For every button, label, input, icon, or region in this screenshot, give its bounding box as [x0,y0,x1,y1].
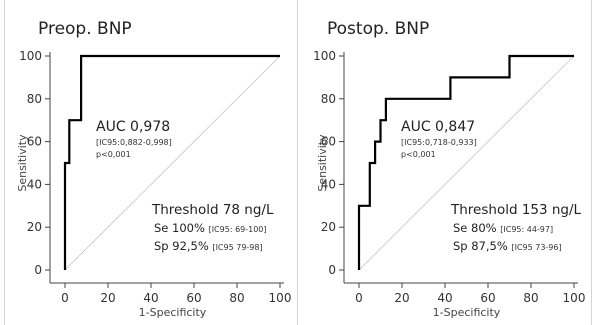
x-tick-label: 100 [563,291,586,305]
right-frame-border [298,0,592,325]
x-tick-label: 20 [394,291,409,305]
sensitivity-label: Se 100% [IC95: 69-100] [154,221,267,235]
y-tick-label: 60 [321,135,336,149]
y-tick-label: 80 [27,92,42,106]
p-value-label: p<0,001 [96,150,131,159]
roc-curve [63,54,280,270]
x-tick-label: 60 [186,291,201,305]
reference-diagonal [358,55,575,271]
sensitivity-label: Se 80% [IC95: 44-97] [453,221,553,235]
chart-title: Postop. BNP [327,19,429,39]
chart-title: Preop. BNP [38,19,132,39]
y-tick-label: 20 [321,220,336,234]
y-tick-label: 100 [19,49,42,63]
y-tick-label: 20 [27,220,42,234]
y-axis-label: Sensitivity [316,134,329,192]
auc-label: AUC 0,847 [401,119,475,135]
x-axis-label: 1-Specificity [139,306,207,319]
specificity-ci: [IC95 73-96] [511,243,561,252]
roc-curve [357,54,574,270]
threshold-label: Threshold 78 ng/L [151,202,274,218]
x-tick-label: 60 [480,291,495,305]
y-tick-label: 40 [27,177,42,191]
x-tick-label: 20 [100,291,115,305]
sensitivity-ci: [IC95: 69-100] [209,225,267,234]
x-tick-label: 40 [143,291,158,305]
y-tick-label: 0 [328,263,336,277]
y-tick-label: 60 [27,135,42,149]
y-tick-label: 80 [321,92,336,106]
y-axis-label: Sensitivity [16,134,29,192]
auc-ci-label: [IC95:0,882-0,998] [96,138,172,147]
threshold-label: Threshold 153 ng/L [450,202,582,218]
x-tick-label: 100 [269,291,292,305]
specificity-label: Sp 92,5% [IC95 79-98] [154,239,263,253]
left-frame-border [4,0,298,325]
x-axis-label: 1-Specificity [433,306,501,319]
y-tick-label: 40 [321,177,336,191]
roc-chart-2: Postop. BNP 0 20 40 60 80 100 0 20 40 60 80 100 1-Spe… [313,19,585,319]
y-tick-label: 0 [34,263,42,277]
auc-label: AUC 0,978 [96,119,170,135]
x-tick-label: 0 [61,291,69,305]
x-tick-label: 40 [437,291,452,305]
y-tick-label: 100 [313,49,336,63]
sensitivity-ci: [IC95: 44-97] [500,225,553,234]
specificity-ci: [IC95 79-98] [212,243,262,252]
auc-ci-label: [IC95:0,718-0,933] [401,138,477,147]
p-value-label: p<0,001 [401,150,436,159]
specificity-label: Sp 87,5% [IC95 73-96] [453,239,562,253]
reference-diagonal [64,55,281,271]
x-tick-label: 80 [229,291,244,305]
x-tick-label: 80 [523,291,538,305]
roc-chart-1: Preop. BNP 0 20 40 60 80 100 0 20 40 60 80 100 1-Spec… [16,19,291,319]
x-tick-label: 0 [355,291,363,305]
